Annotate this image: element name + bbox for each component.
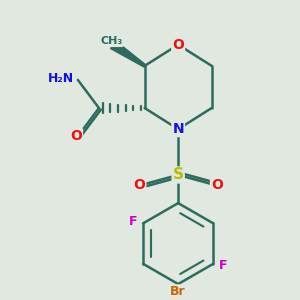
Polygon shape — [110, 41, 146, 67]
Text: CH₃: CH₃ — [100, 36, 122, 46]
Text: O: O — [134, 178, 146, 193]
Text: O: O — [211, 178, 223, 193]
Text: S: S — [173, 167, 184, 182]
Text: F: F — [219, 259, 227, 272]
Text: O: O — [172, 38, 184, 52]
Text: N: N — [172, 122, 184, 136]
Text: Br: Br — [170, 285, 186, 298]
Text: F: F — [129, 215, 137, 228]
Text: O: O — [70, 129, 82, 143]
Text: H₂N: H₂N — [47, 72, 74, 85]
